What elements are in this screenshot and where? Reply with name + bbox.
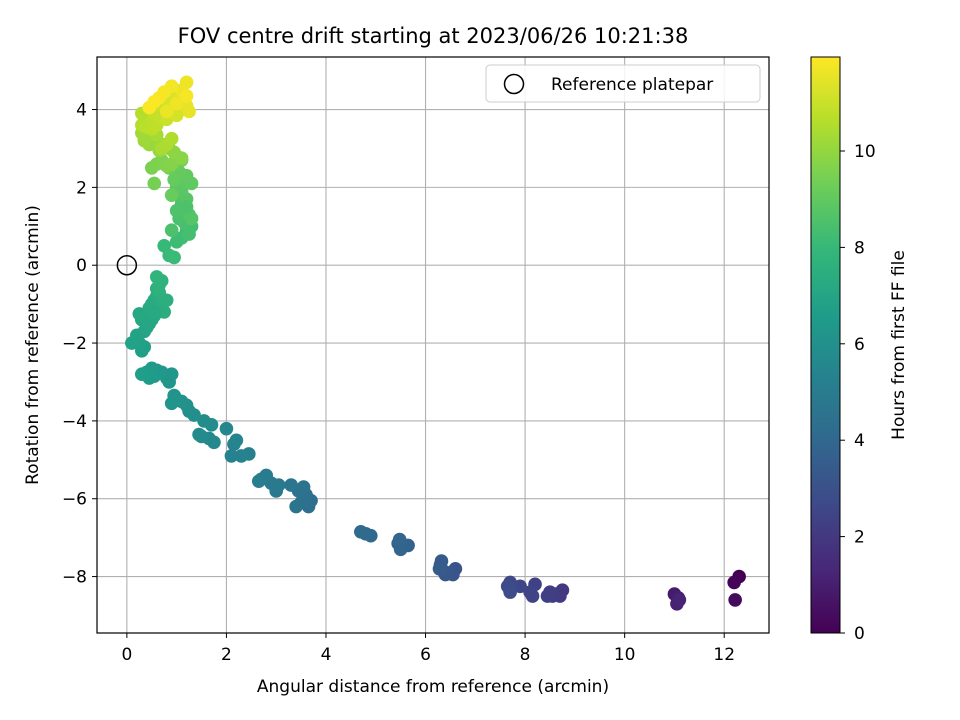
data-point <box>251 474 266 489</box>
colorbar <box>810 56 841 634</box>
data-point <box>184 211 199 226</box>
colorbar-ticks: 0 2 4 6 8 10 <box>840 142 876 644</box>
data-point <box>164 223 179 237</box>
y-tick-label: 4 <box>76 101 87 121</box>
colorbar-tick-label: 0 <box>854 624 865 644</box>
data-point <box>147 305 162 319</box>
colorbar-tick-label: 6 <box>854 335 865 355</box>
data-point <box>164 188 179 202</box>
data-point <box>728 593 742 607</box>
data-point <box>167 172 181 187</box>
legend-marker-icon <box>503 73 525 95</box>
x-tick-label: 10 <box>614 645 636 665</box>
data-point <box>179 200 194 214</box>
data-point <box>149 270 164 284</box>
data-point <box>219 421 234 436</box>
data-point <box>296 480 311 494</box>
data-point <box>182 104 196 119</box>
y-tick-label: −8 <box>62 568 87 588</box>
x-tick-label: 2 <box>221 645 232 665</box>
data-point <box>540 589 555 603</box>
data-point <box>354 525 368 539</box>
data-point <box>672 593 687 607</box>
x-axis-label: Angular distance from reference (arcmin) <box>257 677 609 697</box>
data-point <box>192 427 206 442</box>
data-point <box>197 414 211 428</box>
colorbar-tick-label: 8 <box>854 238 865 258</box>
data-point <box>234 449 249 463</box>
x-tick-label: 6 <box>420 645 431 665</box>
data-point <box>289 499 303 514</box>
data-point <box>179 89 194 103</box>
data-point <box>229 433 244 448</box>
scatter-points <box>125 75 746 611</box>
data-point <box>503 585 517 599</box>
x-axis-ticks: 0 2 4 6 8 10 12 <box>121 633 735 665</box>
data-point <box>164 131 179 146</box>
y-tick-label: −4 <box>62 412 87 432</box>
x-tick-label: 0 <box>121 645 132 665</box>
data-point <box>169 96 184 111</box>
legend-box: Reference platepar <box>485 64 761 103</box>
colorbar-tick-label: 2 <box>854 528 865 548</box>
data-point <box>159 104 174 119</box>
x-tick-label: 4 <box>321 645 332 665</box>
plot-frame <box>96 56 770 634</box>
chart-title: FOV centre drift starting at 2023/06/26 … <box>178 24 689 48</box>
data-point <box>727 575 741 590</box>
data-point <box>432 561 447 576</box>
data-point <box>182 227 196 241</box>
y-tick-label: 0 <box>76 256 87 276</box>
x-tick-label: 12 <box>713 645 735 665</box>
data-point <box>224 449 239 463</box>
y-tick-label: −2 <box>62 334 87 354</box>
y-axis-ticks: −8 −6 −4 −2 0 2 4 <box>62 101 97 588</box>
data-point <box>164 367 179 381</box>
grid-lines <box>97 57 769 633</box>
data-point <box>142 100 157 115</box>
data-point <box>392 532 407 547</box>
data-point <box>523 585 537 599</box>
data-point <box>147 176 162 191</box>
colorbar-tick-label: 10 <box>854 142 876 162</box>
data-point <box>164 396 179 411</box>
y-tick-label: −6 <box>62 490 87 510</box>
colorbar-label: Hours from first FF file <box>889 250 909 440</box>
y-axis-label: Rotation from reference (arcmin) <box>23 205 43 485</box>
data-point <box>167 250 181 265</box>
data-point <box>135 367 149 381</box>
colorbar-tick-label: 4 <box>854 431 865 451</box>
reference-platepar-marker <box>116 254 138 276</box>
legend-entry-reference: Reference platepar <box>551 75 713 95</box>
data-point <box>179 75 194 90</box>
y-tick-label: 2 <box>76 178 87 198</box>
data-point <box>284 478 298 492</box>
x-tick-label: 8 <box>520 645 531 665</box>
